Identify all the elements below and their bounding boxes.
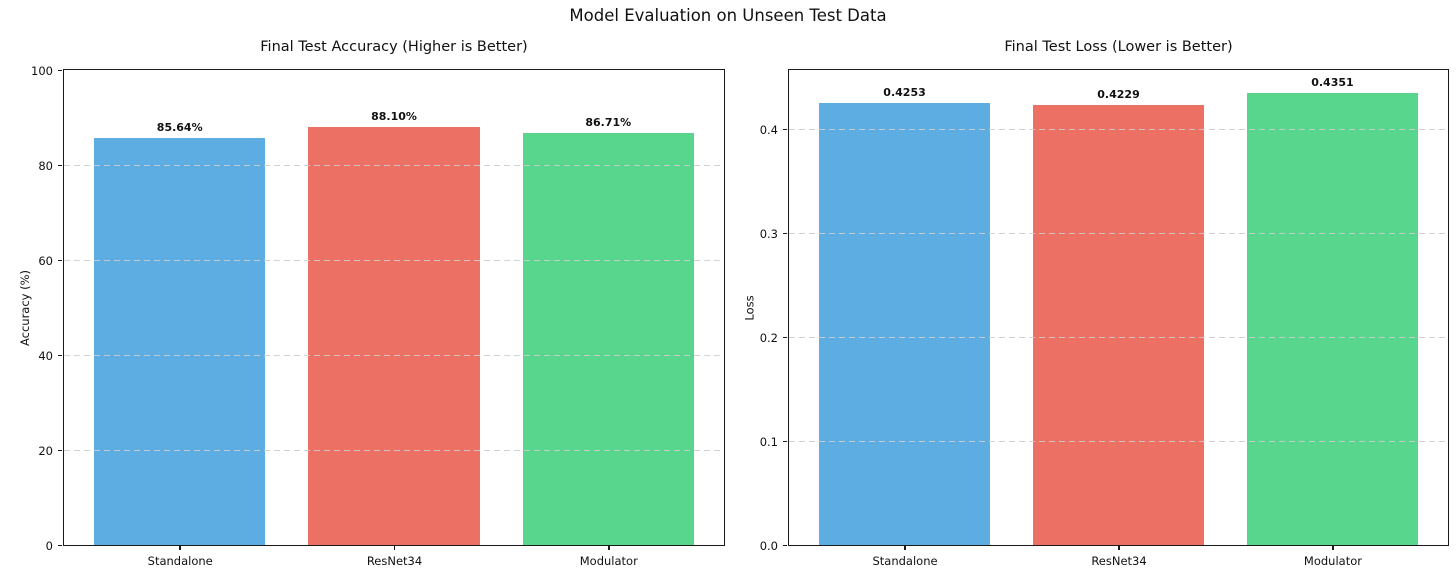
y-tick-label: 0.2: [759, 330, 778, 345]
accuracy-chart-title: Final Test Accuracy (Higher is Better): [260, 39, 528, 55]
x-tick-label: Standalone: [872, 553, 938, 568]
y-tick-label: 0.1: [759, 434, 778, 449]
x-tick-mark: [179, 545, 181, 550]
gridline: [64, 449, 724, 451]
gridline: [789, 128, 1448, 130]
y-tick-label: 20: [38, 443, 53, 458]
y-tick-mark: [58, 259, 62, 262]
y-tick-mark: [58, 354, 62, 357]
x-tick-mark: [608, 545, 610, 550]
y-tick-mark: [783, 336, 787, 339]
y-tick-label: 80: [38, 158, 53, 173]
x-tick-label: ResNet34: [366, 553, 423, 568]
loss-chart-title: Final Test Loss (Lower is Better): [1004, 39, 1233, 55]
gridline: [64, 354, 724, 356]
gridline: [64, 259, 724, 261]
gridline: [789, 232, 1448, 234]
x-tick-mark: [1332, 545, 1334, 550]
bar-value-label: 0.4351: [1311, 75, 1354, 89]
y-tick-label: 0.4: [759, 122, 778, 137]
bar-standalone: [818, 102, 991, 545]
y-tick-mark: [783, 544, 787, 547]
y-tick-label: 40: [38, 348, 53, 363]
subplot-accuracy: Final Test Accuracy (Higher is Better) A…: [18, 39, 725, 568]
gridline: [64, 164, 724, 166]
y-tick-label: 100: [31, 63, 53, 78]
y-tick-label: 0: [45, 538, 53, 553]
y-tick-mark: [783, 440, 787, 443]
bar-value-label: 0.4253: [883, 85, 926, 99]
x-tick-mark: [1118, 545, 1120, 550]
x-tick-label: Standalone: [147, 553, 213, 568]
x-tick-label: ResNet34: [1091, 553, 1147, 568]
bar-value-label: 86.71%: [585, 116, 632, 130]
bar-resnet34: [308, 126, 480, 545]
x-tick-label: Modulator: [579, 553, 638, 568]
bar-value-label: 0.4229: [1097, 88, 1140, 102]
y-tick-label: 60: [38, 253, 53, 268]
y-tick-mark: [58, 69, 62, 72]
subplot-loss: Final Test Loss (Lower is Better) Loss 0…: [743, 39, 1449, 568]
loss-y-axis-label: Loss: [742, 294, 757, 321]
y-tick-mark: [783, 128, 787, 131]
gridline: [789, 336, 1448, 338]
accuracy-plot-area: 85.64% 88.10% 86.71%: [63, 69, 725, 546]
loss-plot-area: 0.4253 0.4229 0.4351: [788, 69, 1449, 546]
y-tick-mark: [783, 232, 787, 235]
y-tick-mark: [58, 544, 62, 547]
x-tick-label: Modulator: [1303, 553, 1362, 568]
bar-value-label: 85.64%: [156, 121, 203, 135]
bar-resnet34: [1032, 105, 1205, 545]
figure-suptitle: Model Evaluation on Unseen Test Data: [569, 6, 887, 25]
bar-modulator: [522, 133, 694, 545]
y-tick-label: 0.3: [759, 226, 778, 241]
x-tick-mark: [904, 545, 906, 550]
gridline: [789, 440, 1448, 442]
x-tick-mark: [393, 545, 396, 550]
y-tick-label: 0.0: [759, 538, 778, 553]
bar-modulator: [1246, 92, 1419, 545]
y-tick-mark: [58, 449, 62, 452]
bar-standalone: [94, 138, 266, 545]
y-tick-mark: [58, 164, 62, 167]
bar-value-label: 88.10%: [371, 109, 417, 123]
accuracy-y-axis-label: Accuracy (%): [18, 269, 32, 346]
